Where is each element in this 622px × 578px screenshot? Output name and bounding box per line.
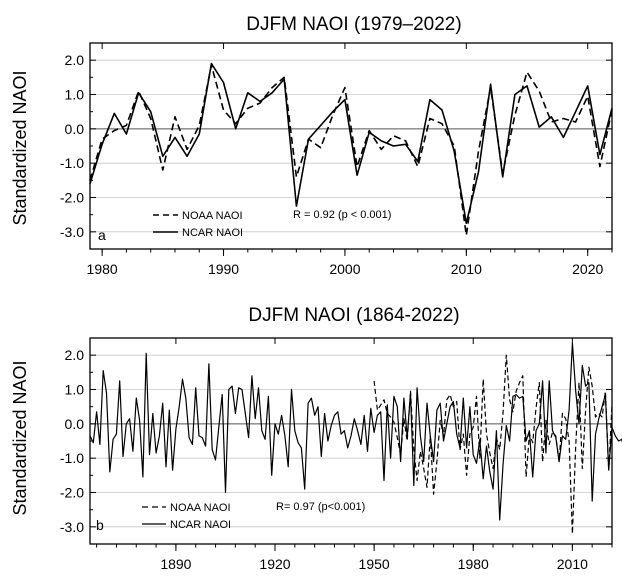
x-tick-label: 1890 — [160, 556, 191, 572]
panel-b-chart: DJFM NAOI (1864-2022) Standardized NAOI … — [10, 305, 622, 572]
panel-b-legend: NOAA NAOI NCAR NAOI — [142, 502, 231, 531]
y-tick-label: 0.0 — [65, 416, 85, 432]
panel-b-correlation: R= 0.97 (p<0.001) — [276, 501, 365, 513]
panel-b-frame — [89, 337, 613, 545]
legend-ncar-label-a: NCAR NAOI — [182, 227, 243, 239]
x-tick-label: 2000 — [329, 261, 360, 277]
panel-b-ylabel: Standardized NAOI — [10, 360, 30, 515]
panel-a-legend: NOAA NAOI NCAR NAOI — [153, 210, 243, 239]
panel-b-title: DJFM NAOI (1864-2022) — [248, 305, 459, 326]
y-tick-label: 2.0 — [65, 347, 85, 363]
legend-ncar-label-b: NCAR NAOI — [170, 519, 231, 531]
y-tick-label: -3.0 — [60, 224, 84, 240]
panel-a-chart: DJFM NAOI (1979–2022) Standardized NAOI … — [10, 14, 613, 277]
y-tick-label: -2.0 — [60, 190, 84, 206]
x-tick-label: 2010 — [557, 556, 588, 572]
legend-noaa-label-b: NOAA NAOI — [170, 502, 231, 514]
x-tick-label: 1980 — [458, 556, 489, 572]
x-tick-label: 2020 — [572, 261, 603, 277]
panel-b-ticks: -3.0 -2.0 -1.0 0.0 1.0 2.0 1890 1920 1950 1980 201… — [60, 337, 613, 572]
x-tick-label: 1950 — [359, 556, 390, 572]
series-line-ncar-naoi — [89, 62, 613, 225]
y-tick-label: -2.0 — [60, 485, 84, 501]
panel-a-series — [89, 62, 613, 237]
panel-a-ticks: -3.0 -2.0 -1.0 0.0 1.0 2.0 1980 1990 2000 2010 202… — [60, 42, 613, 277]
panel-a-gridlines — [90, 59, 612, 233]
x-tick-label: 1980 — [87, 261, 118, 277]
panel-a-correlation: R = 0.92 (p < 0.001) — [293, 209, 391, 221]
x-tick-label: 2010 — [451, 261, 482, 277]
y-tick-label: -1.0 — [60, 450, 84, 466]
panel-a-title: DJFM NAOI (1979–2022) — [246, 14, 461, 35]
y-tick-label: 1.0 — [65, 87, 85, 103]
y-tick-label: 2.0 — [65, 52, 85, 68]
series-line-ncar-naoi — [89, 342, 622, 521]
y-tick-label: -3.0 — [60, 519, 84, 535]
y-tick-label: 1.0 — [65, 382, 85, 398]
panel-a-ylabel: Standardized NAOI — [10, 70, 30, 225]
panel-a-letter: a — [98, 227, 106, 243]
y-tick-label: -1.0 — [60, 155, 84, 171]
x-tick-label: 1920 — [259, 556, 290, 572]
series-line-noaa-naoi — [373, 354, 613, 535]
legend-noaa-label-a: NOAA NAOI — [182, 210, 243, 222]
x-tick-label: 1990 — [208, 261, 239, 277]
y-tick-label: 0.0 — [65, 121, 85, 137]
series-line-noaa-naoi — [89, 64, 613, 237]
panel-b-letter: b — [96, 517, 104, 533]
panel-b-series — [89, 342, 622, 535]
